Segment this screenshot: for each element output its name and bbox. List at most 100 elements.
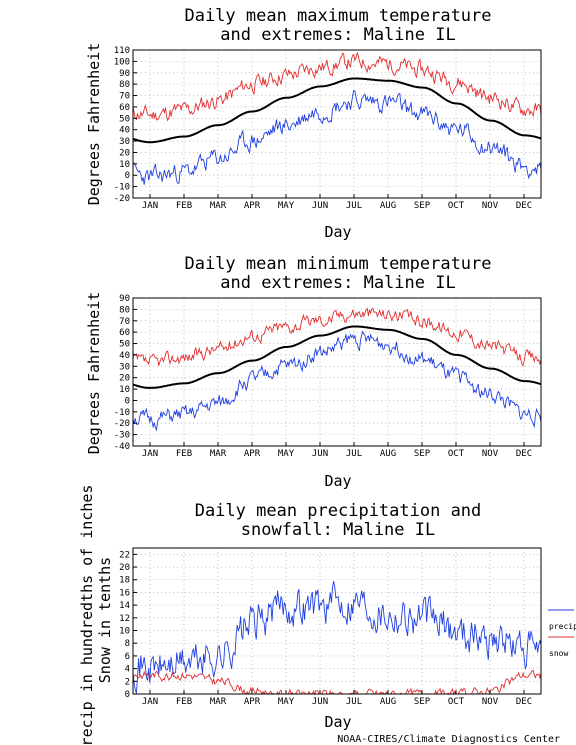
y-tick-label: -40	[114, 442, 130, 452]
y-tick-label: -10	[114, 408, 130, 418]
x-tick-label: OCT	[448, 697, 465, 707]
y-tick-label: 18	[119, 576, 130, 586]
series-line-record-high	[132, 307, 542, 367]
y-tick-label: 90	[119, 294, 130, 304]
x-tick-label: AUG	[380, 449, 396, 459]
y-tick-label: 4	[125, 665, 130, 675]
chart-title-line1: Daily mean minimum temperature	[184, 254, 491, 274]
x-tick-label: NOV	[482, 697, 499, 707]
y-tick-label: 80	[119, 305, 130, 315]
y-tick-label: -20	[114, 194, 130, 204]
series-line-mean	[132, 77, 542, 144]
x-tick-label: AUG	[380, 201, 396, 211]
y-tick-label: 60	[119, 103, 130, 113]
y-tick-label: 0	[125, 690, 130, 700]
x-tick-label: AUG	[380, 697, 396, 707]
y-tick-label: 60	[119, 328, 130, 338]
y-tick-label: 12	[119, 614, 130, 624]
plot-frame	[132, 297, 542, 447]
x-tick-label: JAN	[142, 697, 158, 707]
y-tick-label: 8	[125, 639, 130, 649]
x-tick-label: MAY	[278, 697, 295, 707]
x-ticks: JAN FEB MAR APR MAY JUN JUL AUG SEP OCT NOV DEC	[142, 442, 532, 459]
series-line-precip	[132, 581, 542, 694]
x-tick-label: OCT	[448, 201, 465, 211]
y-tick-label: 40	[119, 126, 130, 136]
y-tick-label: -20	[114, 419, 130, 429]
y-tick-label: 50	[119, 114, 130, 124]
y-tick-label: 6	[125, 652, 130, 662]
x-tick-label: APR	[244, 697, 261, 707]
series-line-record-low	[132, 330, 542, 432]
x-tick-label: SEP	[414, 449, 431, 459]
x-tick-label: NOV	[482, 449, 499, 459]
series-group	[132, 51, 542, 185]
y-tick-label: 16	[119, 588, 130, 598]
y-tick-label: 20	[119, 148, 130, 158]
y-tick-label: 30	[119, 362, 130, 372]
x-tick-label: FEB	[176, 201, 192, 211]
chart-title-line2: and extremes: Maline IL	[220, 25, 455, 45]
y-axis-label: Degrees Fahrenheit	[85, 292, 103, 455]
series-line-record-low	[132, 89, 542, 185]
y-tick-label: 30	[119, 137, 130, 147]
legend-label-snow: snow	[549, 649, 568, 658]
y-tick-label: 14	[119, 601, 130, 611]
chart-title-line1: Daily mean maximum temperature	[184, 6, 491, 26]
x-axis-label: Day	[324, 223, 351, 241]
legend-label-precip: precip	[549, 622, 576, 631]
x-tick-label: JUL	[346, 449, 362, 459]
x-tick-label: SEP	[414, 697, 431, 707]
x-tick-label: DEC	[516, 449, 532, 459]
series-line-mean	[132, 325, 542, 389]
series-line-snow	[132, 669, 542, 696]
y-tick-label: 90	[119, 69, 130, 79]
precip-panel: Daily mean precipitation and snowfall: M…	[78, 485, 576, 745]
y-tick-label: 70	[119, 92, 130, 102]
grid	[133, 298, 541, 446]
x-tick-label: DEC	[516, 201, 532, 211]
series-line-record-high	[132, 51, 542, 122]
y-tick-label: 110	[114, 46, 130, 56]
grid	[133, 548, 541, 694]
y-tick-label: 20	[119, 374, 130, 384]
x-tick-label: JUN	[312, 201, 328, 211]
y-tick-label: 20	[119, 563, 130, 573]
series-group	[132, 581, 542, 696]
chart-title-line2: and extremes: Maline IL	[220, 273, 455, 293]
plot-frame	[132, 547, 542, 695]
x-tick-label: FEB	[176, 697, 192, 707]
x-tick-label: MAR	[210, 697, 227, 707]
x-ticks: JAN FEB MAR APR MAY JUN JUL AUG SEP OCT NOV DEC	[142, 194, 532, 211]
x-tick-label: JUL	[346, 697, 362, 707]
x-tick-label: JAN	[142, 201, 158, 211]
x-axis-label: Day	[324, 472, 351, 490]
x-tick-label: MAY	[278, 449, 295, 459]
y-tick-label: 70	[119, 317, 130, 327]
y-tick-label: 50	[119, 340, 130, 350]
x-axis-label: Day	[324, 713, 351, 731]
x-tick-label: NOV	[482, 201, 499, 211]
min-temp-panel: Daily mean minimum temperature and extre…	[85, 254, 542, 490]
y-axis-label-line2: Snow in tenths	[96, 557, 114, 683]
y-tick-label: 100	[114, 57, 130, 67]
x-tick-label: JUN	[312, 449, 328, 459]
x-tick-label: JUN	[312, 697, 328, 707]
series-group	[132, 307, 542, 432]
y-tick-label: 10	[119, 627, 130, 637]
x-tick-label: MAR	[210, 449, 227, 459]
x-tick-label: MAR	[210, 201, 227, 211]
y-axis-label-line1: Precip in hundredths of inches	[78, 485, 96, 745]
x-tick-label: DEC	[516, 697, 532, 707]
x-ticks: JAN FEB MAR APR MAY JUN JUL AUG SEP OCT NOV DEC	[142, 690, 532, 707]
chart-title-line1: Daily mean precipitation and	[195, 501, 482, 521]
x-tick-label: FEB	[176, 449, 192, 459]
y-tick-label: 40	[119, 351, 130, 361]
y-tick-label: 0	[125, 171, 130, 181]
footer-credit: NOAA-CIRES/Climate Diagnostics Center	[337, 734, 560, 745]
y-tick-label: 10	[119, 385, 130, 395]
y-tick-label: 22	[119, 550, 130, 560]
x-tick-label: OCT	[448, 449, 465, 459]
x-tick-label: SEP	[414, 201, 431, 211]
